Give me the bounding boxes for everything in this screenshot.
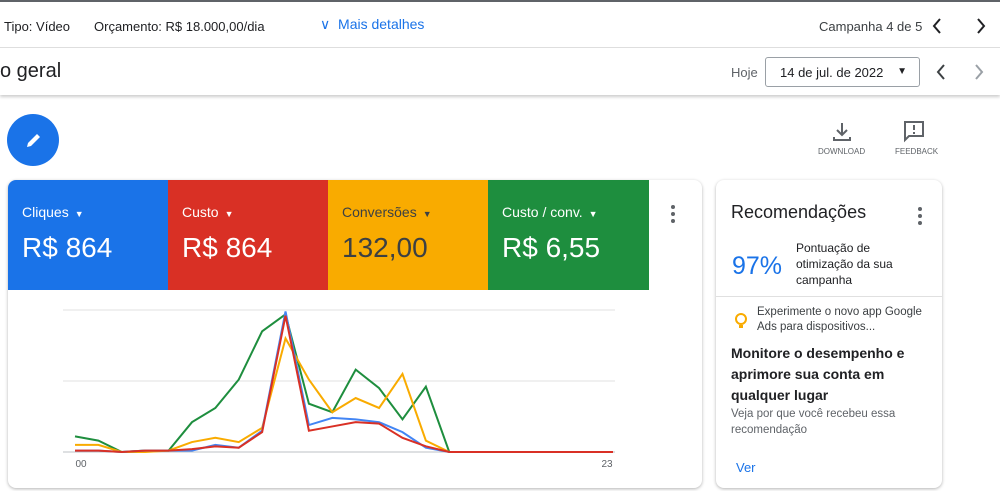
metric-label: Custo / conv. ▼ (502, 204, 598, 220)
metric-label-text: Custo / conv. (502, 204, 583, 220)
metric-tile[interactable]: Custo ▼ R$ 864 (168, 180, 329, 290)
bulb-icon (735, 313, 747, 328)
x-tick-label: 23 (601, 459, 613, 470)
metric-label-text: Conversões (342, 204, 417, 220)
budget: Orçamento: R$ 18.000,00/dia (94, 19, 265, 34)
dropdown-arrow: ▼ (588, 209, 598, 219)
dropdown-arrow: ▼ (422, 209, 432, 219)
metrics-card: Cliques ▼ R$ 864 Custo ▼ R$ 864 Conversões ▼ 132… (8, 180, 702, 488)
feedback[interactable]: FEEDBACK (895, 147, 939, 156)
metric-label-text: Custo (182, 204, 219, 220)
date[interactable]: 14 de jul. de 2022 (780, 65, 884, 80)
metric-value: R$ 6,55 (502, 232, 601, 263)
dropdown-arrow: ▼ (74, 209, 84, 219)
campaign-count: Campanha 4 de 5 (819, 19, 923, 34)
nav-arrows[interactable] (926, 14, 996, 38)
view-button[interactable]: Ver (736, 460, 756, 475)
series-line (74, 312, 613, 454)
feedback-icon[interactable] (902, 119, 926, 143)
metric-value: R$ 864 (182, 232, 273, 263)
tip: Experimente o novo app Google Ads para d… (757, 306, 922, 333)
recommendations-card: Recomendações 97% Pontuação de otimizaçã… (716, 180, 942, 488)
today: Hoje (731, 65, 758, 80)
more-details[interactable]: ∨ Mais detalhes (320, 16, 425, 32)
headline: Monitore o desempenho e aprimore sua con… (731, 345, 905, 403)
score: 97% (732, 252, 783, 280)
metric-value: 132,00 (342, 232, 428, 263)
metric-tile[interactable]: Conversões ▼ 132,00 (328, 180, 489, 290)
x-tick-label: 00 (75, 459, 87, 470)
date-picker[interactable]: 14 de jul. de 2022 ▼ (765, 57, 920, 87)
metric-tile[interactable]: Custo / conv. ▼ R$ 6,55 (488, 180, 649, 290)
series-line (75, 311, 613, 454)
metric-label-text: Cliques (22, 204, 69, 220)
metric-label: Conversões ▼ (342, 204, 432, 220)
series-line (75, 315, 613, 454)
page-title: o geral (0, 60, 62, 82)
line-chart: 00 23 (63, 309, 615, 470)
metric-label: Cliques ▼ (22, 204, 84, 220)
divider (716, 296, 942, 297)
edit-button[interactable] (6, 113, 62, 169)
metric-value: R$ 864 (22, 232, 113, 263)
metric-label: Custo ▼ (182, 204, 234, 220)
type-label: Tipo: Vídeo (4, 19, 71, 34)
download[interactable]: DOWNLOAD (818, 147, 866, 156)
date-arrows[interactable] (926, 60, 996, 84)
card-menu[interactable] (663, 202, 683, 226)
why[interactable]: Veja por que você recebeu essa recomenda… (731, 408, 896, 436)
rec-title: Recomendações (731, 202, 867, 222)
download-icon[interactable] (830, 120, 854, 144)
metric-tile[interactable]: Cliques ▼ R$ 864 (8, 180, 169, 290)
score-text: Pontuação de otimização da sua campanha (796, 241, 893, 287)
sub-bar: o geral Hoje (0, 48, 1000, 95)
more-details-text[interactable]: Mais detalhes (338, 16, 425, 32)
series-line (75, 335, 613, 453)
rec-menu[interactable] (910, 204, 930, 228)
top-bar: Tipo: Vídeo Orçamento: R$ 18.000,00/dia … (0, 0, 1000, 48)
dropdown-arrow: ▼ (224, 209, 234, 219)
